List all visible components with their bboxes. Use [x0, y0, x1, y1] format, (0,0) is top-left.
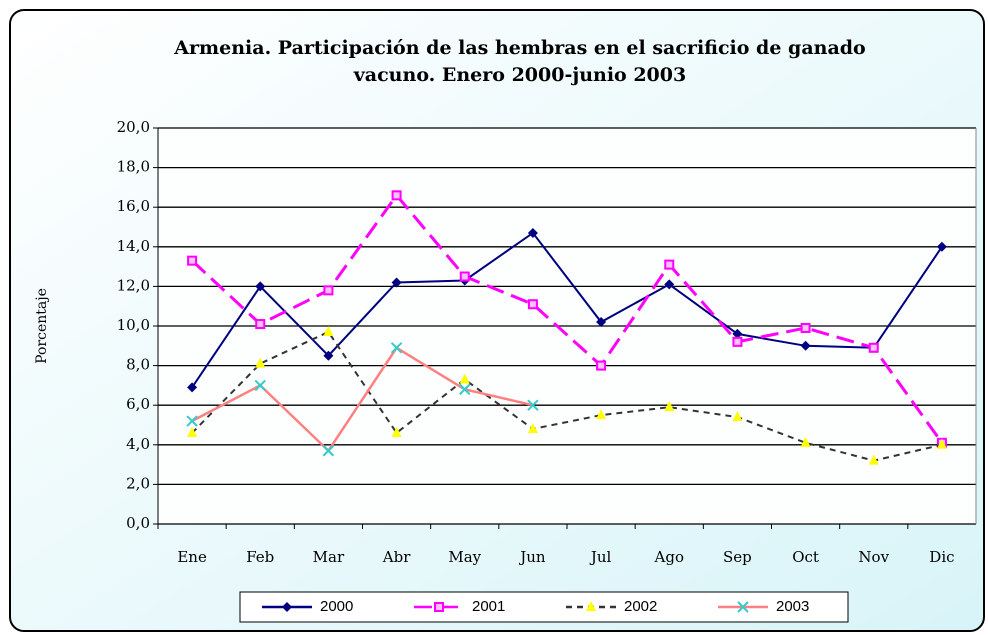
y-tick-label: 20,0 [117, 118, 150, 136]
y-tick-label: 6,0 [126, 395, 150, 413]
marker [459, 383, 471, 396]
marker [586, 601, 596, 611]
marker [800, 340, 811, 351]
x-tick-label: Jun [518, 548, 546, 566]
y-axis-label: Porcentaje [34, 288, 50, 364]
marker [391, 190, 402, 201]
x-tick-label: Sep [723, 548, 752, 566]
marker [800, 322, 811, 333]
y-tick-label: 14,0 [117, 237, 150, 255]
marker [737, 601, 749, 613]
marker [459, 373, 470, 384]
chart-title: vacuno. Enero 2000-junio 2003 [353, 64, 686, 86]
marker [255, 357, 266, 368]
marker [434, 602, 444, 612]
marker [732, 411, 743, 422]
marker [323, 350, 334, 361]
marker [254, 379, 266, 392]
chart-title: Armenia. Participación de las hembras en… [173, 37, 865, 59]
marker [936, 438, 947, 449]
x-tick-label: Feb [246, 548, 274, 566]
y-tick-label: 18,0 [117, 158, 150, 176]
marker [255, 319, 266, 330]
marker [800, 436, 811, 447]
marker [664, 401, 675, 412]
marker [187, 426, 198, 437]
marker [527, 299, 538, 310]
marker [255, 281, 266, 292]
marker [732, 328, 743, 339]
x-tick-label: Dic [929, 548, 954, 566]
marker [186, 415, 198, 427]
x-tick-label: Mar [313, 548, 345, 566]
y-tick-label: 4,0 [126, 435, 150, 453]
marker [527, 422, 538, 433]
marker [391, 426, 402, 437]
marker [868, 342, 879, 353]
x-tick-label: Nov [858, 548, 889, 566]
x-tick-label: Ago [654, 548, 684, 566]
marker [664, 279, 675, 290]
series-line [191, 192, 944, 444]
marker [596, 409, 607, 420]
x-tick-label: Jul [589, 548, 612, 566]
marker [282, 602, 292, 612]
marker [596, 317, 607, 328]
marker [527, 399, 539, 411]
x-tick-label: Oct [792, 548, 819, 566]
marker [732, 336, 743, 347]
marker [323, 285, 334, 296]
x-tick-label: Abr [382, 548, 411, 566]
marker [527, 227, 538, 238]
marker [868, 454, 879, 465]
y-tick-label: 0,0 [126, 514, 150, 532]
marker [596, 360, 607, 371]
legend-label: 2000 [320, 598, 353, 615]
x-tick-label: May [448, 548, 481, 566]
marker [936, 241, 947, 252]
series-line [191, 346, 534, 453]
y-tick-label: 8,0 [126, 356, 150, 374]
y-tick-label: 10,0 [117, 316, 150, 334]
marker [187, 255, 198, 266]
marker [391, 277, 402, 288]
marker [459, 271, 470, 282]
y-tick-label: 2,0 [126, 474, 150, 492]
marker [664, 259, 675, 270]
legend-label: 2001 [472, 598, 505, 615]
legend-label: 2002 [624, 598, 657, 615]
series-line [191, 330, 943, 462]
marker [187, 382, 198, 393]
marker [390, 342, 403, 354]
series-line [191, 231, 943, 388]
x-tick-label: Ene [177, 548, 207, 566]
legend-label: 2003 [776, 598, 809, 615]
marker [323, 325, 334, 336]
y-tick-label: 16,0 [117, 197, 150, 215]
y-tick-label: 12,0 [117, 276, 150, 294]
marker [322, 445, 335, 457]
